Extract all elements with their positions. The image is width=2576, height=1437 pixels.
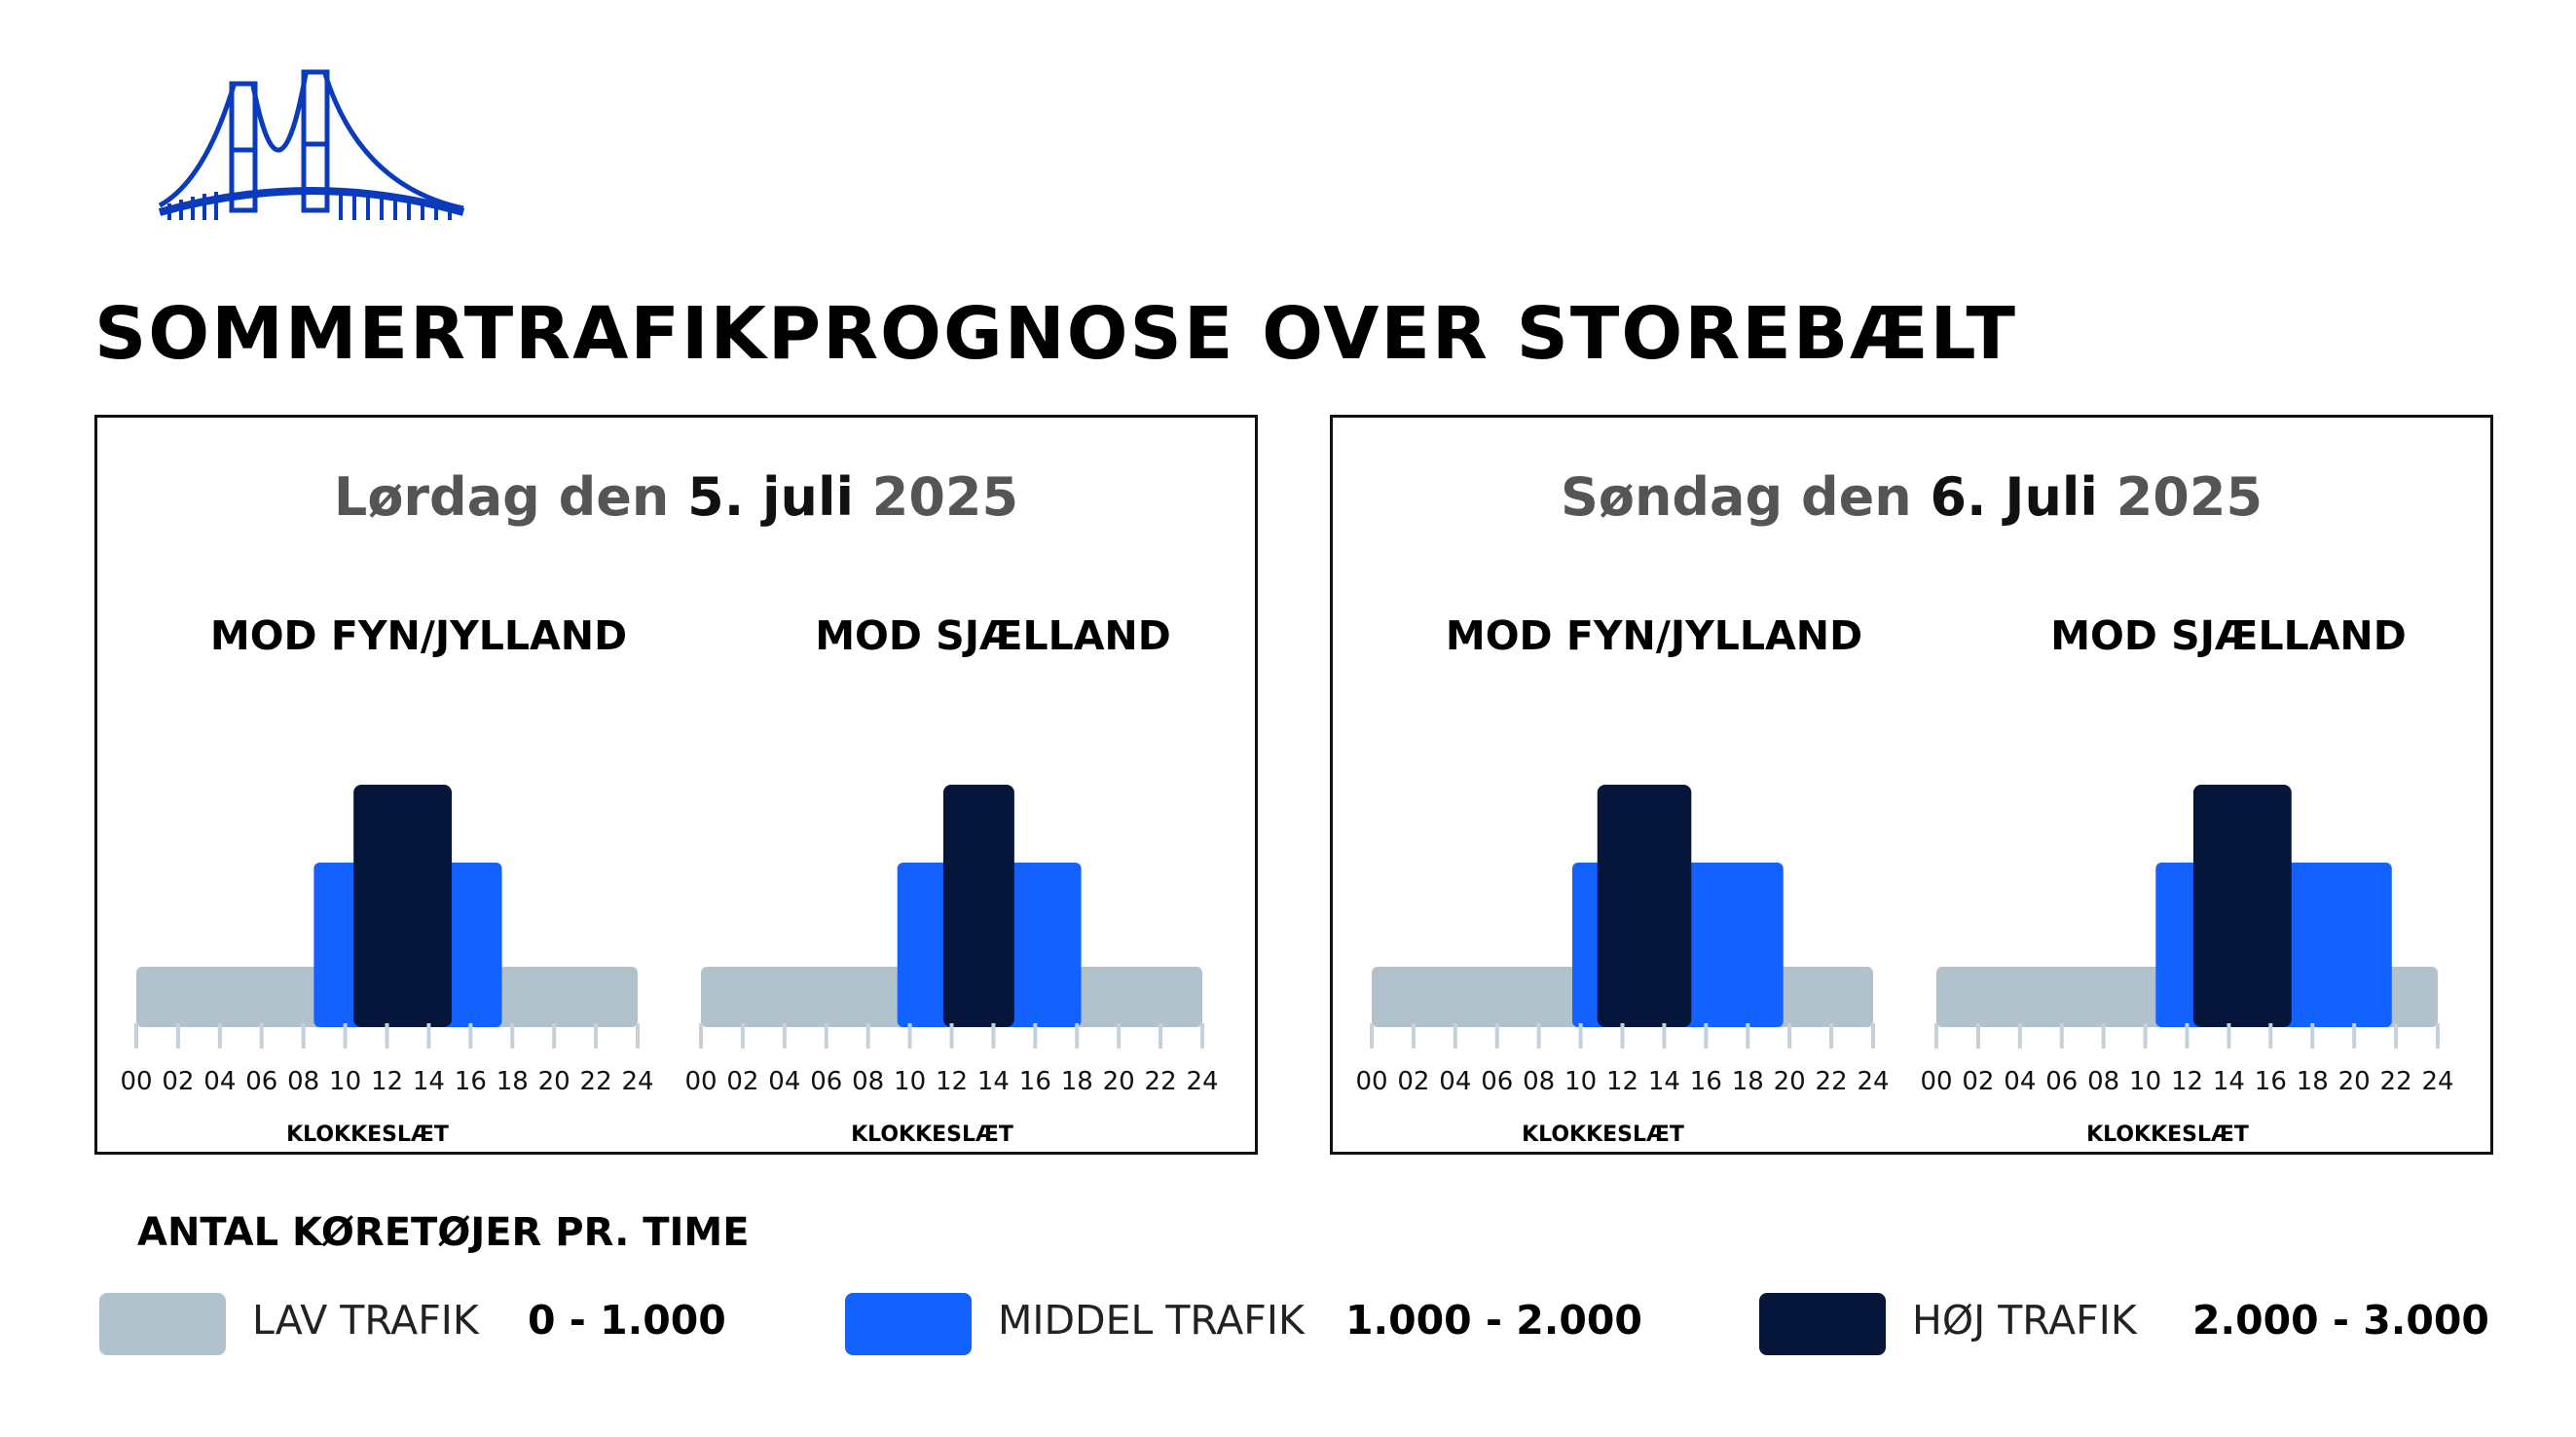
tick-label: 22 xyxy=(1816,1067,1848,1096)
tick-label: 24 xyxy=(1857,1067,1889,1096)
tick-label: 00 xyxy=(1355,1067,1387,1096)
tick-label: 20 xyxy=(538,1067,570,1096)
panel-title-date: 6. Juli xyxy=(1930,466,2098,528)
tick-label: 16 xyxy=(1690,1067,1722,1096)
tick-label: 00 xyxy=(120,1067,152,1096)
x-axis-label: KLOKKESLÆT xyxy=(286,1123,449,1147)
legend-swatch-medium xyxy=(845,1293,972,1355)
tick-label: 18 xyxy=(2297,1067,2329,1096)
panel-title-year: 2025 xyxy=(853,466,1019,528)
tick-label: 10 xyxy=(894,1067,926,1096)
tick-label: 16 xyxy=(455,1067,487,1096)
panel-charts: MOD FYN/JYLLAND 00 02 04 06 08 10 12 14 16 18 20 22 2… xyxy=(1355,612,2453,1147)
tick-label: 04 xyxy=(203,1067,236,1096)
tick-label: 10 xyxy=(2129,1067,2161,1096)
tick-label: 08 xyxy=(287,1067,319,1096)
tick-label: 14 xyxy=(413,1067,445,1096)
chart-1: MOD SJÆLLAND 00 02 04 06 08 10 12 14 16 18 20 22 24 KL… xyxy=(684,612,1218,1147)
tick-label: 18 xyxy=(497,1067,529,1096)
panel-sunday: Søndag den 6. Juli 2025 MOD FYN/JYLLAND 0… xyxy=(1330,415,2493,1155)
legend-label: MIDDEL TRAFIK xyxy=(998,1297,1305,1344)
tick-label: 22 xyxy=(580,1067,612,1096)
panel-title: Lørdag den 5. juli 2025 xyxy=(97,466,1255,528)
chart-3: MOD SJÆLLAND 00 02 04 06 08 10 12 14 16 18 20 22 24 KL… xyxy=(1920,612,2453,1147)
tick-label: 22 xyxy=(2380,1067,2412,1096)
tick-label: 18 xyxy=(1732,1067,1764,1096)
chart-title: MOD SJÆLLAND xyxy=(815,612,1171,659)
chart-title: MOD FYN/JYLLAND xyxy=(210,612,627,659)
tick-label: 08 xyxy=(2087,1067,2119,1096)
tick-label: 14 xyxy=(2213,1067,2245,1096)
tick-label: 00 xyxy=(1920,1067,1952,1096)
tick-label: 24 xyxy=(2421,1067,2453,1096)
bar-high xyxy=(353,785,453,1027)
tick-label: 06 xyxy=(1481,1067,1513,1096)
panel-charts: MOD FYN/JYLLAND 00 02 04 06 08 10 12 14 16 18 20 22 2… xyxy=(120,612,1218,1147)
tick-label: 10 xyxy=(329,1067,361,1096)
legend-range: 2.000 - 3.000 xyxy=(2192,1297,2489,1344)
bar-high xyxy=(2192,785,2292,1027)
tick-label: 12 xyxy=(371,1067,403,1096)
legend-heading: ANTAL KØRETØJER PR. TIME xyxy=(137,1210,750,1255)
x-axis-label: KLOKKESLÆT xyxy=(2086,1123,2249,1147)
tick-label: 08 xyxy=(1523,1067,1555,1096)
tick-label: 06 xyxy=(2045,1067,2078,1096)
tick-label: 00 xyxy=(684,1067,717,1096)
tick-label: 10 xyxy=(1564,1067,1597,1096)
tick-label: 02 xyxy=(726,1067,758,1096)
legend-swatch-high xyxy=(1759,1293,1886,1355)
legend-label: HØJ TRAFIK xyxy=(1912,1297,2137,1344)
tick-label: 20 xyxy=(2338,1067,2371,1096)
tick-label: 06 xyxy=(245,1067,277,1096)
panel-title-day: Lørdag den xyxy=(333,466,688,528)
tick-label: 04 xyxy=(2004,1067,2036,1096)
panel-title: Søndag den 6. Juli 2025 xyxy=(1333,466,2490,528)
tick-label: 04 xyxy=(1439,1067,1471,1096)
tick-label: 12 xyxy=(2171,1067,2203,1096)
tick-label: 02 xyxy=(1962,1067,1994,1096)
page-title: SOMMERTRAFIKPROGNOSE OVER STOREBÆLT xyxy=(94,292,2017,376)
legend-swatch-low xyxy=(99,1293,226,1355)
bar-high xyxy=(942,785,1014,1027)
tick-label: 08 xyxy=(852,1067,884,1096)
tick-label: 06 xyxy=(810,1067,842,1096)
tick-label: 24 xyxy=(621,1067,653,1096)
tick-label: 02 xyxy=(162,1067,194,1096)
legend-range: 0 - 1.000 xyxy=(528,1297,726,1344)
tick-label: 02 xyxy=(1397,1067,1429,1096)
legend-label: LAV TRAFIK xyxy=(252,1297,479,1344)
panel-saturday: Lørdag den 5. juli 2025 MOD FYN/JYLLAND 0… xyxy=(94,415,1258,1155)
chart-0: MOD FYN/JYLLAND 00 02 04 06 08 10 12 14 16 18 20 22 2… xyxy=(120,612,653,1147)
x-axis-label: KLOKKESLÆT xyxy=(1522,1123,1684,1147)
x-axis-label: KLOKKESLÆT xyxy=(851,1123,1013,1147)
tick-label: 22 xyxy=(1145,1067,1177,1096)
tick-label: 12 xyxy=(936,1067,968,1096)
tick-label: 04 xyxy=(768,1067,800,1096)
tick-label: 20 xyxy=(1103,1067,1135,1096)
tick-label: 24 xyxy=(1186,1067,1218,1096)
tick-label: 14 xyxy=(1648,1067,1680,1096)
chart-2: MOD FYN/JYLLAND 00 02 04 06 08 10 12 14 16 18 20 22 2… xyxy=(1355,612,1889,1147)
panel-title-date: 5. juli xyxy=(687,466,854,528)
tick-label: 20 xyxy=(1774,1067,1806,1096)
tick-label: 18 xyxy=(1061,1067,1093,1096)
panel-title-day: Søndag den xyxy=(1560,466,1931,528)
legend-range: 1.000 - 2.000 xyxy=(1345,1297,1642,1344)
tick-label: 12 xyxy=(1606,1067,1638,1096)
panel-title-year: 2025 xyxy=(2097,466,2263,528)
chart-title: MOD FYN/JYLLAND xyxy=(1446,612,1862,659)
tick-label: 16 xyxy=(1019,1067,1051,1096)
tick-label: 14 xyxy=(977,1067,1010,1096)
tick-label: 16 xyxy=(2255,1067,2287,1096)
suspension-bridge-icon xyxy=(158,69,465,220)
chart-title: MOD SJÆLLAND xyxy=(2050,612,2407,659)
bar-high xyxy=(1597,785,1692,1027)
